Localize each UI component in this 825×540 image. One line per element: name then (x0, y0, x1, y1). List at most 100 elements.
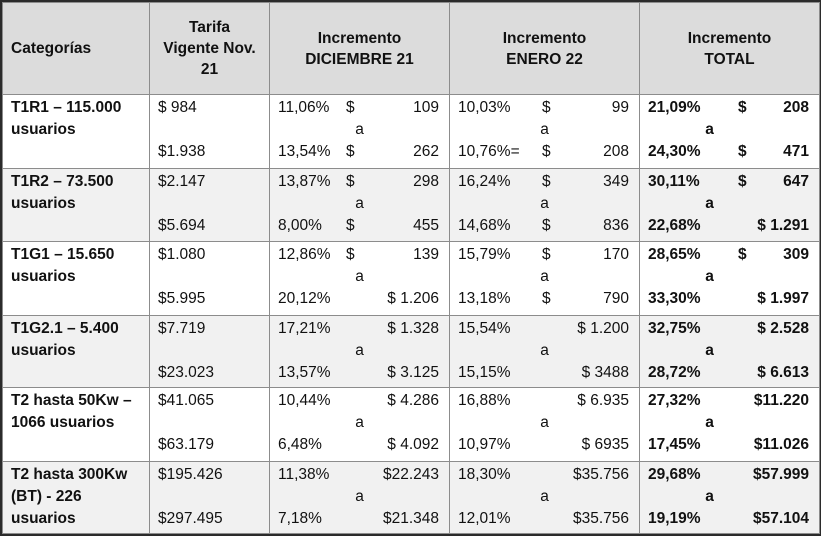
category-cell: T1R1 – 115.000 usuarios (2, 94, 150, 169)
table-row: T2 hasta 50Kw – 1066 usuarios $41.065 $63.… (2, 387, 820, 463)
diciembre-from-percent: 11,06% (278, 99, 330, 116)
total-to-amount: $ 1.291 (757, 216, 809, 234)
total-from-amount: 647 (783, 172, 809, 190)
table-row: T1G2.1 – 5.400 usuarios $7.719 $23.023 17,2… (2, 314, 820, 389)
enero-from-currency: $ (542, 99, 551, 116)
category-label: T2 hasta 50Kw – 1066 usuarios (11, 392, 132, 432)
diciembre-cell: 13,87% $298 a 8,00% $455 (269, 167, 450, 242)
enero-to-amount: 790 (603, 289, 629, 307)
diciembre-cell: 10,44% $ 4.286 a 6,48% $ 4.092 (269, 387, 450, 463)
enero-to-amount: $ 6935 (581, 436, 629, 454)
diciembre-from-percent: 11,38% (278, 466, 330, 484)
enero-cell: 18,30% $35.756 a 12,01% $35.756 (449, 461, 640, 534)
tarifa-cell: $2.147 $5.694 (149, 167, 270, 242)
tarifa-cell: $195.426 $297.495 (149, 461, 270, 534)
total-range-connector: a (705, 194, 714, 212)
diciembre-to-amount: 262 (413, 143, 439, 160)
enero-range-connector: a (540, 341, 549, 359)
diciembre-range-connector: a (355, 341, 364, 359)
category-label: T1G1 – 15.650 usuarios (11, 245, 115, 285)
total-cell: 29,68% $57.999 a 19,19% $57.104 (639, 461, 820, 534)
category-label: T2 hasta 300Kw (BT) - 226 usuarios (11, 466, 128, 528)
diciembre-to-percent: 13,54% (278, 143, 331, 160)
diciembre-from-currency: $ (346, 172, 355, 190)
tarifa-to: $297.495 (158, 510, 223, 528)
enero-cell: 15,79% $170 a 13,18% $790 (449, 240, 640, 316)
diciembre-to-percent: 8,00% (278, 216, 322, 234)
enero-from-amount: 349 (603, 172, 629, 190)
total-to-percent: 24,30% (648, 143, 701, 160)
category-cell: T1G2.1 – 5.400 usuarios (2, 314, 150, 389)
tarifa-from: $1.080 (158, 245, 206, 263)
diciembre-from-percent: 10,44% (278, 392, 331, 410)
diciembre-from-amount: $ 1.328 (387, 319, 439, 337)
total-to-percent: 33,30% (648, 289, 701, 307)
table-row: T1G1 – 15.650 usuarios $1.080 $5.995 12,86%… (2, 240, 820, 316)
diciembre-cell: 12,86% $139 a 20,12% $ 1.206 (269, 240, 450, 316)
tarifa-to: $1.938 (158, 143, 206, 160)
total-from-percent: 28,65% (648, 245, 701, 263)
enero-range-connector: a (540, 488, 549, 506)
enero-from-percent: 15,54% (458, 319, 511, 337)
enero-cell: 16,88% $ 6.935 a 10,97% $ 6935 (449, 387, 640, 463)
enero-to-percent: 12,01% (458, 510, 511, 528)
total-from-percent: 32,75% (648, 319, 701, 337)
enero-to-percent: 10,76%= (458, 143, 520, 160)
diciembre-cell: 17,21% $ 1.328 a 13,57% $ 3.125 (269, 314, 450, 389)
total-cell: 32,75% $ 2.528 a 28,72% $ 6.613 (639, 314, 820, 389)
diciembre-range-connector: a (355, 267, 364, 285)
diciembre-from-amount: 109 (413, 99, 439, 116)
total-from-amount: 208 (783, 99, 809, 116)
enero-from-amount: $35.756 (572, 466, 629, 484)
total-from-amount: $57.999 (752, 466, 809, 484)
diciembre-range-connector: a (355, 488, 364, 506)
diciembre-to-amount: $ 1.206 (387, 289, 439, 307)
total-range-connector: a (705, 414, 714, 432)
enero-to-percent: 10,97% (458, 436, 511, 454)
total-from-currency: $ (738, 172, 747, 190)
total-to-percent: 22,68% (648, 216, 701, 234)
enero-from-currency: $ (542, 245, 551, 263)
total-to-percent: 19,19% (648, 510, 701, 528)
total-to-amount: 471 (783, 143, 809, 160)
diciembre-to-percent: 13,57% (278, 363, 331, 381)
diciembre-to-currency: $ (346, 143, 355, 160)
category-cell: T2 hasta 50Kw – 1066 usuarios (2, 387, 150, 463)
diciembre-cell: 11,06% $109 a 13,54% $262 (269, 94, 450, 169)
enero-to-currency: $ (542, 289, 551, 307)
enero-to-percent: 14,68% (458, 216, 511, 234)
enero-from-percent: 10,03% (458, 99, 511, 116)
enero-from-percent: 16,24% (458, 172, 511, 190)
category-cell: T2 hasta 300Kw (BT) - 226 usuarios (2, 461, 150, 534)
enero-to-currency: $ (542, 143, 551, 160)
tarifa-from: $ 984 (158, 99, 197, 116)
header-incremento-enero: Incremento ENERO 22 (449, 2, 640, 95)
diciembre-from-amount: $ 4.286 (387, 392, 439, 410)
diciembre-to-amount: $ 3.125 (387, 363, 439, 381)
diciembre-from-amount: 139 (413, 245, 439, 263)
category-label: T1R1 – 115.000 usuarios (11, 99, 122, 138)
total-cell: 28,65% $309 a 33,30% $ 1.997 (639, 240, 820, 316)
tarifa-from: $2.147 (158, 172, 206, 190)
total-to-currency: $ (738, 143, 747, 160)
total-cell: 30,11% $647 a 22,68% $ 1.291 (639, 167, 820, 242)
total-cell: 21,09% $208 a 24,30% $471 (639, 94, 820, 169)
category-label: T1R2 – 73.500 usuarios (11, 172, 114, 212)
enero-from-amount: $ 1.200 (577, 319, 629, 337)
diciembre-range-connector: a (355, 194, 364, 212)
diciembre-to-amount: $21.348 (382, 510, 439, 528)
tarifa-cell: $ 984 $1.938 (149, 94, 270, 169)
total-from-percent: 29,68% (648, 466, 701, 484)
total-to-percent: 28,72% (648, 363, 701, 381)
total-from-amount: $11.220 (753, 392, 809, 410)
diciembre-from-percent: 17,21% (278, 319, 331, 337)
total-to-percent: 17,45% (648, 436, 701, 454)
diciembre-to-percent: 6,48% (278, 436, 322, 454)
enero-range-connector: a (540, 121, 549, 138)
total-from-percent: 21,09% (648, 99, 701, 116)
total-to-amount: $11.026 (753, 436, 809, 454)
enero-range-connector: a (540, 267, 549, 285)
table-row: T2 hasta 300Kw (BT) - 226 usuarios $195.4… (2, 461, 820, 534)
total-from-amount: $ 2.528 (757, 319, 809, 337)
